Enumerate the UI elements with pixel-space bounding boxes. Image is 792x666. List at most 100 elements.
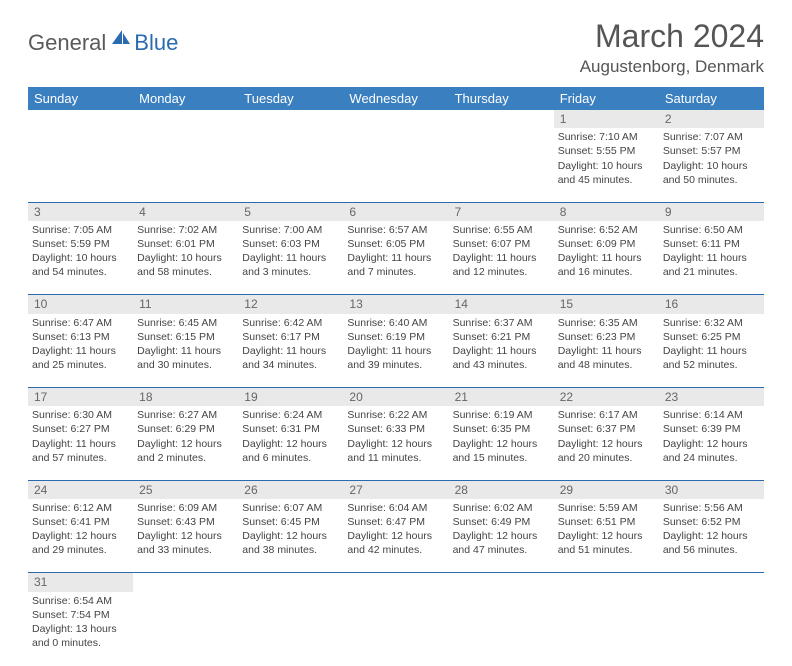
daylight-text: Daylight: 12 hours and 15 minutes. [453, 437, 550, 465]
day-number [238, 110, 343, 128]
sunrise-text: Sunrise: 6:42 AM [242, 316, 339, 330]
daylight-text: Daylight: 12 hours and 2 minutes. [137, 437, 234, 465]
sunset-text: Sunset: 6:45 PM [242, 515, 339, 529]
sunset-text: Sunset: 6:05 PM [347, 237, 444, 251]
content-row: Sunrise: 7:10 AMSunset: 5:55 PMDaylight:… [28, 128, 764, 202]
day-cell [449, 128, 554, 202]
day-number: 3 [28, 202, 133, 221]
day-number: 26 [238, 480, 343, 499]
daynum-row: 3456789 [28, 202, 764, 221]
sunrise-text: Sunrise: 6:57 AM [347, 223, 444, 237]
sunset-text: Sunset: 6:21 PM [453, 330, 550, 344]
day-number [28, 110, 133, 128]
daylight-text: Daylight: 11 hours and 16 minutes. [558, 251, 655, 279]
day-number [554, 573, 659, 592]
daylight-text: Daylight: 12 hours and 29 minutes. [32, 529, 129, 557]
content-row: Sunrise: 6:30 AMSunset: 6:27 PMDaylight:… [28, 406, 764, 480]
day-cell: Sunrise: 6:09 AMSunset: 6:43 PMDaylight:… [133, 499, 238, 573]
daylight-text: Daylight: 12 hours and 47 minutes. [453, 529, 550, 557]
content-row: Sunrise: 6:47 AMSunset: 6:13 PMDaylight:… [28, 314, 764, 388]
day-number: 7 [449, 202, 554, 221]
day-number: 11 [133, 295, 238, 314]
sunset-text: Sunset: 6:07 PM [453, 237, 550, 251]
daynum-row: 10111213141516 [28, 295, 764, 314]
daylight-text: Daylight: 12 hours and 56 minutes. [663, 529, 760, 557]
day-cell: Sunrise: 7:10 AMSunset: 5:55 PMDaylight:… [554, 128, 659, 202]
day-number: 24 [28, 480, 133, 499]
sunrise-text: Sunrise: 5:56 AM [663, 501, 760, 515]
day-number: 2 [659, 110, 764, 128]
sunset-text: Sunset: 6:41 PM [32, 515, 129, 529]
daynum-row: 17181920212223 [28, 388, 764, 407]
sunrise-text: Sunrise: 7:00 AM [242, 223, 339, 237]
day-number: 29 [554, 480, 659, 499]
day-cell [238, 128, 343, 202]
day-cell [554, 592, 659, 666]
location: Augustenborg, Denmark [580, 57, 764, 77]
day-cell [133, 592, 238, 666]
day-cell: Sunrise: 7:07 AMSunset: 5:57 PMDaylight:… [659, 128, 764, 202]
sunset-text: Sunset: 6:15 PM [137, 330, 234, 344]
day-cell: Sunrise: 7:00 AMSunset: 6:03 PMDaylight:… [238, 221, 343, 295]
sunset-text: Sunset: 5:59 PM [32, 237, 129, 251]
content-row: Sunrise: 7:05 AMSunset: 5:59 PM Daylight:… [28, 221, 764, 295]
weekday-header: Thursday [449, 87, 554, 110]
day-number: 4 [133, 202, 238, 221]
sunrise-text: Sunrise: 7:02 AM [137, 223, 234, 237]
daylight-text: Daylight: 10 hours and 58 minutes. [137, 251, 234, 279]
day-number: 1 [554, 110, 659, 128]
sunset-text: Sunset: 7:54 PM [32, 608, 129, 622]
day-number [343, 573, 448, 592]
sunset-text: Sunset: 6:25 PM [663, 330, 760, 344]
sunrise-text: Sunrise: 6:37 AM [453, 316, 550, 330]
daynum-row: 24252627282930 [28, 480, 764, 499]
sunset-text: Sunset: 6:19 PM [347, 330, 444, 344]
sunset-text: Sunset: 6:43 PM [137, 515, 234, 529]
daylight-text: Daylight: 12 hours and 6 minutes. [242, 437, 339, 465]
day-number: 19 [238, 388, 343, 407]
day-cell [238, 592, 343, 666]
day-cell: Sunrise: 6:24 AMSunset: 6:31 PMDaylight:… [238, 406, 343, 480]
sunrise-text: Sunrise: 7:05 AM [32, 223, 129, 237]
page-header: General Blue March 2024 Augustenborg, De… [28, 18, 764, 77]
day-number: 16 [659, 295, 764, 314]
day-cell: Sunrise: 6:47 AMSunset: 6:13 PMDaylight:… [28, 314, 133, 388]
day-cell [659, 592, 764, 666]
day-number: 28 [449, 480, 554, 499]
weekday-header: Monday [133, 87, 238, 110]
daylight-text: Daylight: 10 hours and 50 minutes. [663, 159, 760, 187]
sunset-text: Sunset: 5:55 PM [558, 144, 655, 158]
daylight-text: Daylight: 13 hours and 0 minutes. [32, 622, 129, 650]
sunset-text: Sunset: 6:09 PM [558, 237, 655, 251]
logo-text-blue: Blue [134, 30, 178, 56]
weekday-header: Saturday [659, 87, 764, 110]
title-block: March 2024 Augustenborg, Denmark [580, 18, 764, 77]
daylight-text: Daylight: 11 hours and 30 minutes. [137, 344, 234, 372]
daylight-text: Daylight: 11 hours and 52 minutes. [663, 344, 760, 372]
sunrise-text: Sunrise: 6:47 AM [32, 316, 129, 330]
sunrise-text: Sunrise: 6:09 AM [137, 501, 234, 515]
daylight-text: Daylight: 11 hours and 3 minutes. [242, 251, 339, 279]
day-number [449, 110, 554, 128]
content-row: Sunrise: 6:54 AMSunset: 7:54 PMDaylight:… [28, 592, 764, 666]
sunset-text: Sunset: 6:29 PM [137, 422, 234, 436]
day-number: 9 [659, 202, 764, 221]
sunset-text: Sunset: 6:01 PM [137, 237, 234, 251]
day-cell: Sunrise: 6:50 AMSunset: 6:11 PMDaylight:… [659, 221, 764, 295]
sunrise-text: Sunrise: 6:07 AM [242, 501, 339, 515]
daylight-text: Daylight: 12 hours and 51 minutes. [558, 529, 655, 557]
daylight-text: Daylight: 10 hours and 45 minutes. [558, 159, 655, 187]
day-number: 27 [343, 480, 448, 499]
day-cell: Sunrise: 6:30 AMSunset: 6:27 PMDaylight:… [28, 406, 133, 480]
daylight-text: Daylight: 12 hours and 42 minutes. [347, 529, 444, 557]
logo-text-general: General [28, 30, 106, 56]
daylight-text: Daylight: 12 hours and 11 minutes. [347, 437, 444, 465]
sunset-text: Sunset: 6:17 PM [242, 330, 339, 344]
day-cell: Sunrise: 6:07 AMSunset: 6:45 PMDaylight:… [238, 499, 343, 573]
daylight-text: Daylight: 11 hours and 7 minutes. [347, 251, 444, 279]
day-cell: Sunrise: 6:54 AMSunset: 7:54 PMDaylight:… [28, 592, 133, 666]
daylight-text: Daylight: 11 hours and 57 minutes. [32, 437, 129, 465]
content-row: Sunrise: 6:12 AMSunset: 6:41 PMDaylight:… [28, 499, 764, 573]
daylight-text: Daylight: 11 hours and 39 minutes. [347, 344, 444, 372]
day-number: 17 [28, 388, 133, 407]
